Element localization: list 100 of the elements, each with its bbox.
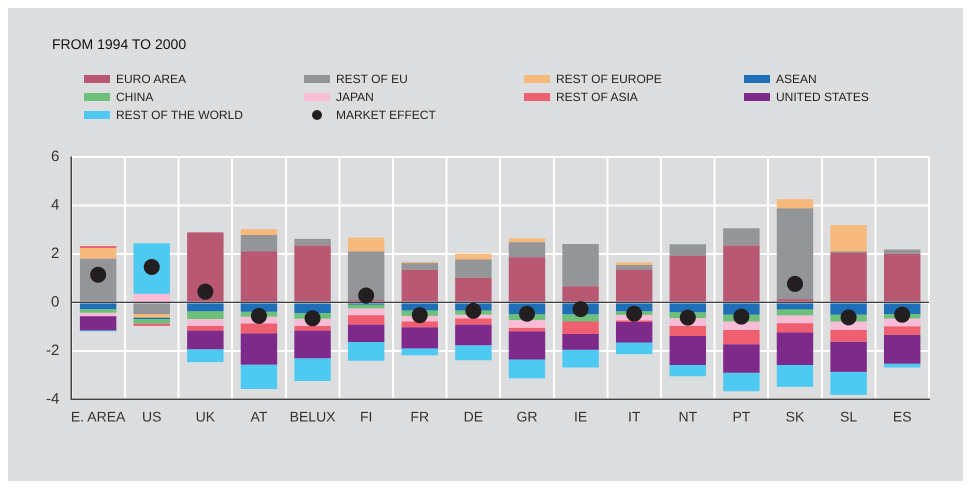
- bar: [508, 257, 546, 302]
- x-tick-label: SL: [840, 408, 858, 424]
- bar: [348, 324, 384, 342]
- bar: [616, 322, 652, 343]
- bar: [348, 304, 384, 308]
- x-tick-label: SK: [786, 408, 805, 424]
- x-tick-label: FI: [360, 408, 372, 424]
- bar: [508, 331, 546, 360]
- point: [358, 288, 374, 304]
- x-tick-label: US: [142, 408, 162, 424]
- x-tick-label: ES: [892, 408, 912, 424]
- bar: [80, 312, 116, 316]
- bar: [455, 324, 492, 346]
- y-tick-label: 6: [50, 148, 60, 166]
- bar: [348, 238, 384, 252]
- bar: [134, 294, 170, 302]
- bar: [80, 303, 116, 310]
- bar: [616, 262, 652, 266]
- bar: [670, 365, 706, 376]
- bar: [562, 314, 599, 322]
- legend-label: MARKET EFFECT: [336, 108, 436, 122]
- bar: [776, 332, 814, 366]
- bar: [240, 229, 278, 235]
- legend-label: JAPAN: [336, 90, 374, 104]
- x-tick-label: E. AREA: [70, 408, 126, 424]
- bar: [508, 328, 546, 332]
- bar: [294, 358, 331, 382]
- bar: [776, 365, 814, 387]
- bar: [240, 333, 278, 365]
- bar: [402, 327, 438, 348]
- y-tick-label: 2: [50, 245, 60, 262]
- bar: [562, 334, 599, 350]
- bar: [187, 232, 224, 302]
- y-tick-label: -4: [46, 390, 60, 408]
- point: [518, 306, 535, 322]
- bar: [134, 324, 170, 326]
- bar: [187, 303, 224, 312]
- bar: [455, 278, 492, 302]
- bar: [884, 254, 920, 302]
- x-tick-label: PT: [732, 408, 751, 424]
- bar: [240, 364, 278, 390]
- bar: [80, 248, 116, 259]
- bar: [187, 349, 224, 362]
- point: [680, 310, 696, 326]
- bar: [830, 225, 867, 252]
- bar: [670, 326, 706, 336]
- point: [412, 307, 428, 324]
- bar: [455, 259, 492, 278]
- bar: [616, 342, 652, 354]
- x-tick-label: NT: [678, 408, 698, 424]
- chart-title: FROM 1994 TO 2000: [52, 36, 188, 52]
- legend-label: REST OF EUROPE: [556, 72, 662, 86]
- bar: [776, 208, 814, 300]
- bar: [294, 326, 331, 331]
- point: [626, 306, 642, 322]
- x-tick-label: IE: [574, 408, 588, 424]
- legend-label: REST OF THE WORLD: [116, 108, 243, 122]
- legend-label: REST OF ASIA: [556, 90, 638, 104]
- bar: [80, 309, 116, 313]
- bar: [776, 323, 814, 332]
- point: [250, 308, 267, 324]
- point: [197, 284, 214, 300]
- bar: [776, 309, 814, 316]
- bar: [670, 256, 706, 302]
- legend-label: UNITED STATES: [776, 90, 869, 104]
- bar: [830, 252, 867, 302]
- bar: [830, 372, 867, 395]
- bar: [670, 336, 706, 366]
- point: [840, 309, 857, 326]
- bar: [240, 251, 278, 302]
- point: [733, 308, 750, 325]
- bar: [294, 246, 331, 302]
- bar: [348, 251, 384, 300]
- y-tick-label: 0: [50, 293, 60, 310]
- bar: [670, 303, 706, 312]
- bar: [562, 286, 599, 302]
- bar: [348, 315, 384, 325]
- point: [894, 306, 910, 323]
- bar: [508, 359, 546, 378]
- bar: [670, 244, 706, 256]
- bar: [616, 270, 652, 302]
- bar: [723, 330, 760, 344]
- legend-label: REST OF EU: [336, 72, 408, 86]
- bar: [562, 244, 599, 286]
- bar: [402, 263, 438, 270]
- legend-label: CHINA: [116, 90, 154, 104]
- bar: [776, 303, 814, 310]
- bar: [776, 315, 814, 324]
- bar: [455, 318, 492, 325]
- bar: [402, 270, 438, 302]
- bar: [294, 330, 331, 358]
- y-tick-label: 4: [50, 196, 60, 214]
- bar: [562, 321, 599, 334]
- bar: [240, 323, 278, 334]
- bar: [723, 372, 760, 392]
- legend-label: ASEAN: [776, 72, 817, 86]
- point: [465, 302, 482, 319]
- bar: [508, 320, 546, 328]
- bar: [134, 319, 170, 324]
- bar: [187, 326, 224, 331]
